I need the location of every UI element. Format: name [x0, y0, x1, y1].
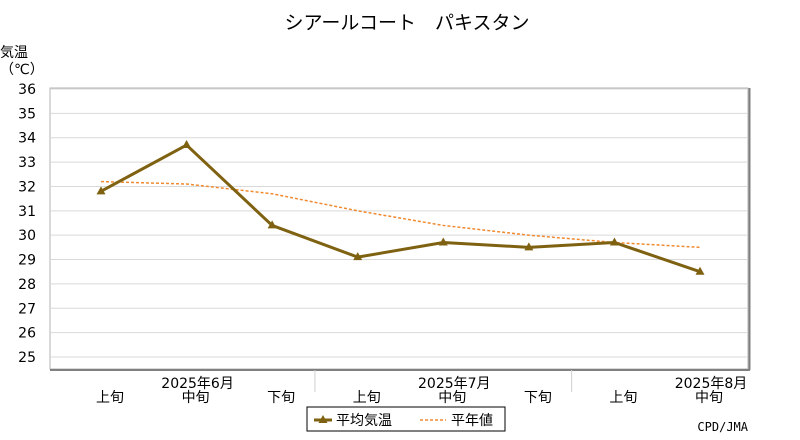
y-tick-29: 29: [18, 253, 36, 269]
x-tick-5: 下旬: [524, 390, 552, 406]
legend-marker-mean: [318, 415, 328, 423]
point-mean-3: [353, 252, 363, 261]
month-label-0: 2025年6月: [161, 376, 234, 392]
x-tick-3: 上旬: [353, 390, 381, 406]
chart-title: シアールコート パキスタン: [285, 12, 530, 34]
y-tick-25: 25: [18, 350, 36, 366]
point-mean-0: [96, 186, 106, 195]
y-tick-31: 31: [18, 204, 36, 220]
legend-label-normal: 平年値: [451, 413, 493, 429]
x-tick-4: 中旬: [438, 390, 466, 406]
y-tick-30: 30: [18, 228, 36, 244]
y-tick-36: 36: [18, 82, 36, 98]
series-line-mean: [100, 143, 701, 274]
y-tick-27: 27: [18, 301, 36, 317]
point-mean-5: [524, 242, 534, 251]
month-label-1: 2025年7月: [418, 376, 491, 392]
legend-label-mean: 平均気温: [336, 413, 392, 429]
y-tick-35: 35: [18, 106, 36, 122]
y-tick-34: 34: [18, 131, 36, 147]
y-axis-label: 気温（℃）: [0, 45, 44, 78]
legend-box: [306, 406, 506, 432]
point-mean-1: [182, 140, 192, 149]
series-layer: [96, 140, 705, 275]
y-tick-28: 28: [18, 277, 36, 293]
x-tick-7: 中旬: [695, 390, 723, 406]
y-tick-26: 26: [18, 326, 36, 342]
point-mean-4: [438, 237, 448, 246]
legend: 平均気温 平年値: [306, 406, 506, 432]
point-mean-7: [695, 266, 705, 275]
x-tick-6: 上旬: [609, 390, 637, 406]
month-label-2: 2025年8月: [675, 376, 748, 392]
point-mean-2: [267, 220, 277, 229]
x-tick-1: 中旬: [182, 390, 210, 406]
point-mean-6: [609, 237, 619, 246]
grid-lines: [50, 88, 748, 392]
y-tick-33: 33: [18, 155, 36, 171]
x-tick-2: 下旬: [267, 390, 295, 406]
plot-area: [49, 87, 749, 370]
x-tick-0: 上旬: [96, 390, 124, 406]
series-line-normal: [100, 180, 701, 249]
y-tick-labels: 25 26 27 28 29 30 31 32 33 34 35 36: [18, 82, 36, 366]
source-credit: CPD/JMA: [697, 420, 748, 434]
y-tick-32: 32: [18, 179, 36, 195]
